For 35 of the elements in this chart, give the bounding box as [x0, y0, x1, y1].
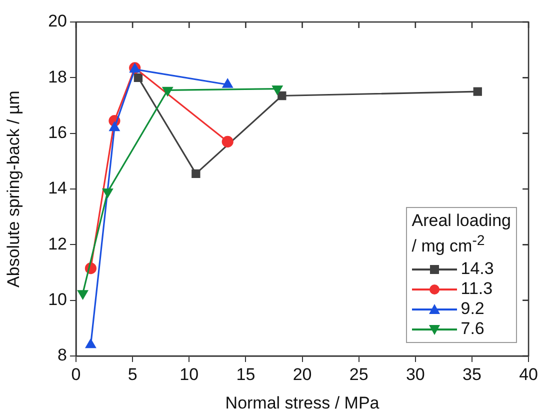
point	[78, 290, 88, 300]
y-tick-label: 14	[48, 178, 67, 198]
x-tick-label: 25	[349, 364, 368, 384]
point	[272, 86, 283, 95]
y-tick-label: 10	[48, 290, 67, 310]
point	[134, 73, 143, 82]
point	[102, 188, 113, 198]
legend-title: Areal loading / mg cm$^{-2}$	[412, 211, 511, 257]
x-tick-label: 5	[128, 364, 138, 384]
legend-label: 9.2	[460, 299, 484, 319]
point	[192, 169, 200, 178]
y-tick-label: 12	[48, 234, 67, 254]
x-tick-label: 10	[180, 364, 199, 384]
x-tick-label: 20	[292, 364, 312, 384]
point	[278, 91, 286, 100]
point	[222, 78, 233, 88]
x-axis-title: Normal stress / MPa	[225, 393, 380, 412]
y-axis-title: Absolute spring-back / µm	[4, 90, 23, 288]
y-tick-label: 8	[58, 346, 67, 365]
legend-label: 7.6	[460, 319, 484, 339]
x-tick-label: 0	[71, 364, 81, 384]
point	[162, 86, 173, 96]
point	[109, 122, 120, 132]
x-tick-label: 40	[519, 364, 538, 384]
y-tick-label: 20	[48, 12, 67, 31]
point	[473, 87, 482, 96]
legend-label: 11.3	[460, 279, 493, 299]
x-tick-label: 30	[406, 364, 425, 384]
x-tick-label: 35	[462, 364, 482, 384]
legend-label: 14.3	[460, 259, 494, 279]
point	[222, 136, 234, 148]
x-tick-label: 15	[236, 364, 256, 384]
y-tick-label: 16	[48, 123, 67, 142]
point	[86, 339, 96, 348]
y-tick-label: 18	[48, 67, 67, 86]
